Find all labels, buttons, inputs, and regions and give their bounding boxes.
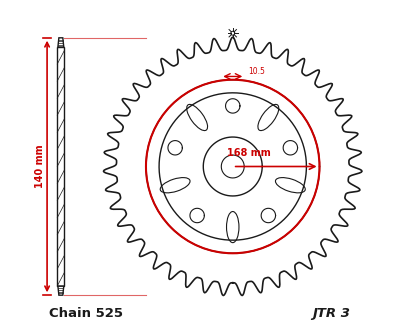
Polygon shape: [58, 286, 64, 295]
Text: Chain 525: Chain 525: [49, 307, 123, 320]
Text: 10.5: 10.5: [248, 67, 265, 76]
Polygon shape: [58, 38, 64, 47]
Text: 140 mm: 140 mm: [35, 145, 45, 188]
Bar: [57, 47, 64, 286]
Text: JTR 3: JTR 3: [313, 307, 351, 320]
Text: 168 mm: 168 mm: [227, 148, 271, 158]
